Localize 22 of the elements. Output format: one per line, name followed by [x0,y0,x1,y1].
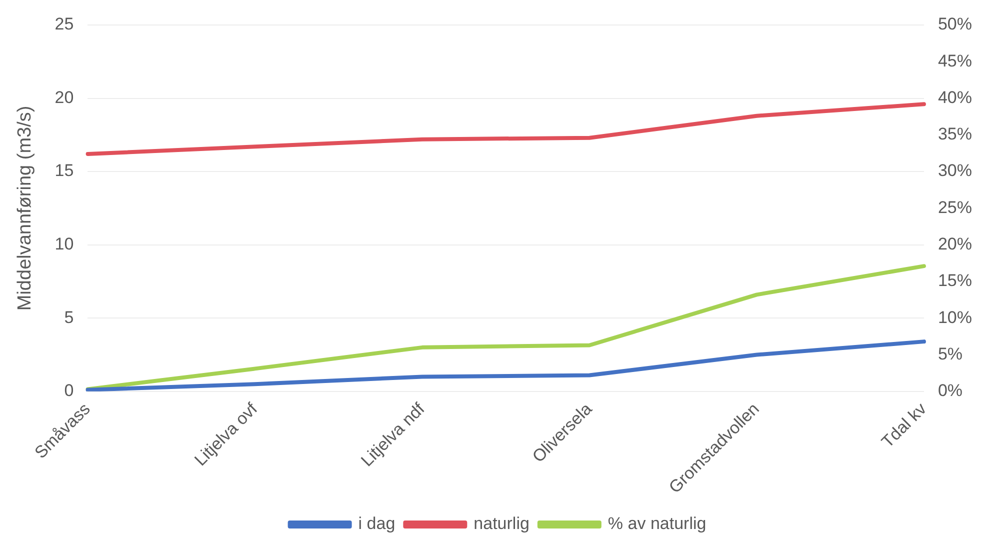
legend-label: naturlig [474,514,530,534]
y2-tick-label: 0% [938,381,963,400]
y2-tick-label: 50% [938,14,972,34]
y2-tick-label: 15% [938,271,972,290]
y-tick-label: 20 [54,88,74,107]
y-tick-label: 15 [54,161,74,180]
y2-tick-label: 45% [938,51,972,70]
y-tick-label: 10 [54,234,74,254]
y-axis-title: Middelvannføring (m3/s) [14,106,36,311]
y2-tick-label: 5% [938,344,963,364]
y2-tick-label: 35% [938,124,972,144]
y-tick-label: 25 [54,14,74,34]
y2-tick-label: 40% [938,88,972,107]
legend-label: i dag [358,514,396,534]
x-tick-label: Tdal kv [878,398,930,452]
y-tick-label: 0 [64,381,74,400]
y2-tick-label: 20% [938,234,972,254]
y2-tick-label: 10% [938,308,972,327]
y-tick-label: 5 [64,308,74,327]
y2-tick-label: 25% [938,198,972,217]
y2-tick-label: 30% [938,161,972,180]
legend-label: % av naturlig [608,514,706,534]
